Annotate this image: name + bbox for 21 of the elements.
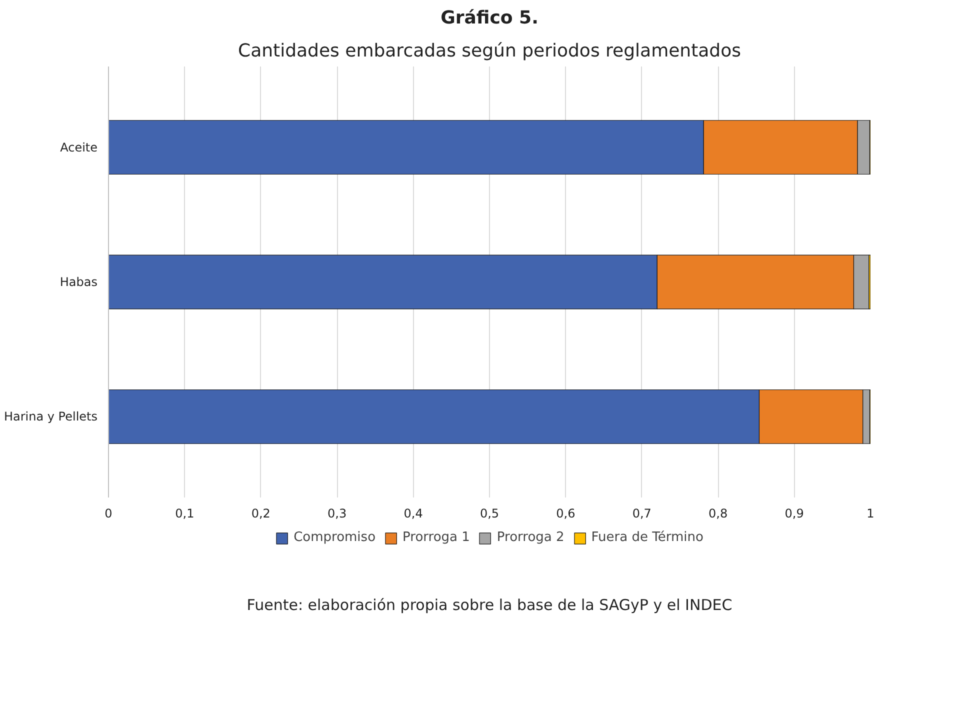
x-tick-label: 1 <box>866 506 874 520</box>
chart-subtitle: Cantidades embarcadas según periodos reglamentados <box>238 40 741 62</box>
y-tick-label: Aceite <box>60 140 98 154</box>
legend-label: Compromiso <box>294 530 376 545</box>
x-tick-label: 0,9 <box>784 506 804 520</box>
legend-label: Prorroga 2 <box>496 530 564 545</box>
x-tick-label: 0,3 <box>328 506 347 520</box>
x-tick-label: 0,6 <box>556 506 576 520</box>
legend-label: Prorroga 1 <box>402 530 470 545</box>
x-tick-label: 0,2 <box>251 506 270 520</box>
x-tick-label: 0,7 <box>632 506 652 520</box>
source-note: Fuente: elaboración propia sobre la base de la SAGyP y el INDEC <box>246 596 732 614</box>
x-tick-label: 0,1 <box>175 506 194 520</box>
x-tick-label: 0,8 <box>708 506 728 520</box>
y-tick-label: Habas <box>60 275 98 289</box>
chart-title: Gráfico 5. <box>440 8 538 28</box>
legend-label: Fuera de Término <box>591 530 704 545</box>
x-tick-label: 0 <box>104 506 112 520</box>
x-tick-label: 0,4 <box>404 506 423 520</box>
x-tick-label: 0,5 <box>480 506 500 520</box>
y-tick-label: Harina y Pellets <box>4 410 98 424</box>
